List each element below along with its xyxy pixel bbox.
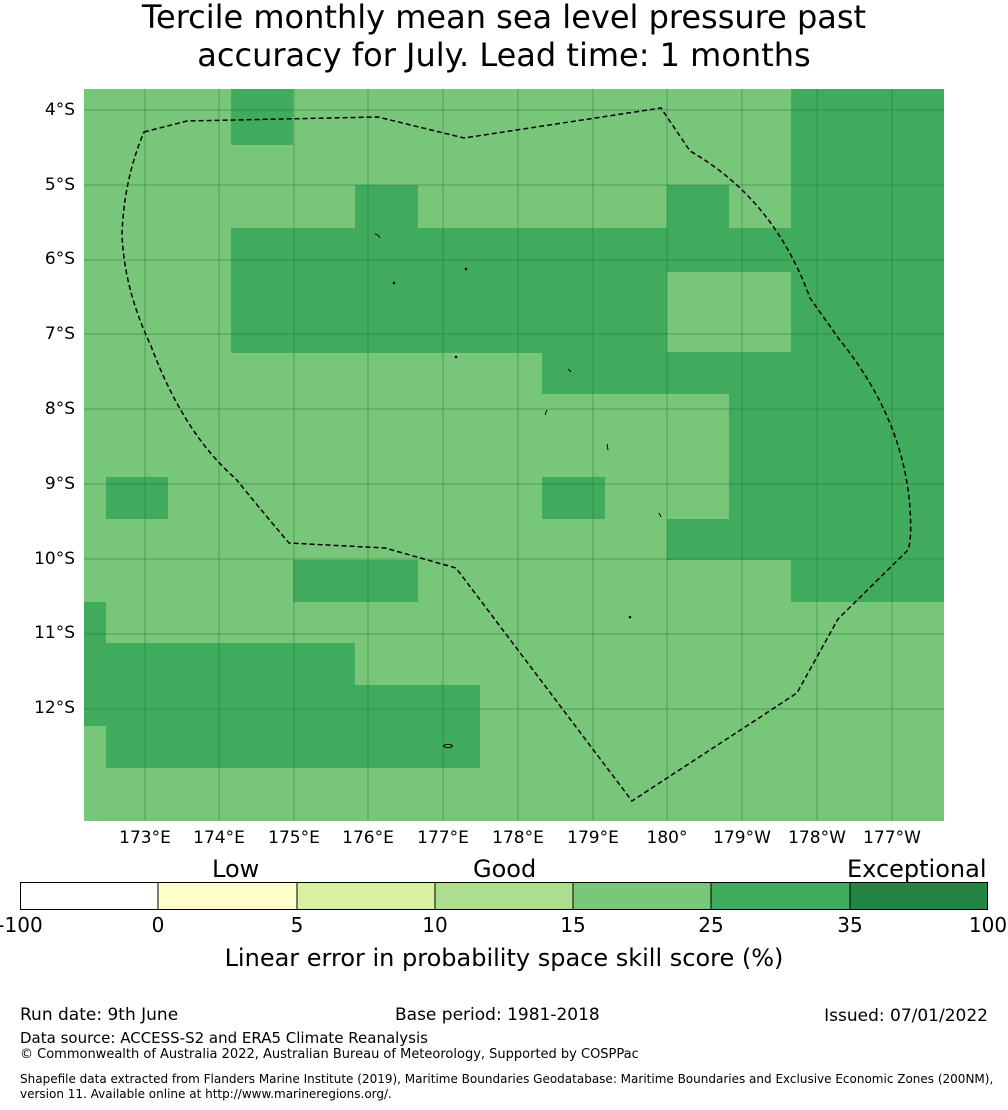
skill-cell (729, 352, 791, 519)
lon-label: 178°E (492, 828, 544, 848)
base-period: Base period: 1981-2018 (395, 1005, 600, 1025)
skill-cell (667, 519, 791, 560)
colorbar-segment (20, 882, 158, 910)
colorbar-tick: 10 (422, 913, 448, 937)
skill-cells (84, 89, 944, 768)
skill-cell (231, 228, 667, 353)
island (454, 355, 458, 359)
island (374, 233, 381, 239)
issued-date: Issued: 07/01/2022 (824, 1006, 988, 1026)
island (464, 267, 468, 271)
skill-cell (667, 185, 729, 229)
colorbar-segment (158, 882, 297, 910)
island (544, 409, 548, 416)
skill-cell (542, 477, 605, 519)
data-source: Data source: ACCESS-S2 and ERA5 Climate … (20, 1029, 428, 1047)
lon-label: 177°E (417, 828, 469, 848)
lon-label: 173°E (119, 828, 171, 848)
lon-label: 175°E (268, 828, 320, 848)
skill-cell (667, 228, 791, 272)
colorbar-segment (435, 882, 573, 910)
graticule (84, 89, 944, 821)
colorbar-segment (850, 882, 988, 910)
colorbar-tick: 5 (290, 913, 304, 937)
lon-label: 179°W (713, 828, 771, 848)
lat-label: 4°S (44, 100, 75, 120)
colorbar-tick: 100 (968, 913, 1008, 937)
copyright-notice: © Commonwealth of Australia 2022, Austra… (20, 1047, 639, 1062)
title-line-1: Tercile monthly mean sea level pressure … (141, 0, 867, 36)
category-label-low: Low (212, 855, 260, 883)
lat-label: 9°S (44, 474, 75, 494)
skill-cell (293, 560, 418, 602)
category-label-good: Good (473, 855, 537, 883)
lon-label: 179°E (567, 828, 619, 848)
colorbar-tick: 25 (698, 913, 724, 937)
colorbar-tick: 15 (560, 913, 586, 937)
colorbar-segment (711, 882, 850, 910)
lon-label: 174°E (193, 828, 245, 848)
lat-label: 6°S (44, 249, 75, 269)
skill-cell (231, 89, 293, 145)
skill-cell (84, 602, 106, 726)
island (443, 743, 453, 749)
skill-cell (106, 477, 168, 519)
island (658, 512, 662, 518)
skill-cell (355, 685, 480, 768)
map-title: Tercile monthly mean sea level pressure … (0, 0, 1008, 74)
lat-label: 8°S (44, 399, 75, 419)
skill-cell (355, 185, 418, 229)
skill-cell (791, 89, 944, 602)
colorbar-label: Linear error in probability space skill … (224, 944, 784, 972)
colorbar-dividers (157, 882, 851, 910)
lon-label: 178°W (788, 828, 846, 848)
skill-cell (106, 643, 355, 768)
eez-boundary (121, 107, 912, 803)
skill-cell (542, 352, 729, 394)
island (567, 368, 572, 373)
lat-label: 10°S (34, 549, 75, 569)
category-label-exceptional: Exceptional (847, 855, 987, 883)
lon-label: 180° (646, 828, 688, 848)
colorbar-outline (20, 882, 988, 910)
lat-label: 12°S (34, 698, 75, 718)
run-date: Run date: 9th June (20, 1005, 179, 1025)
colorbar (20, 882, 988, 910)
islands (374, 233, 662, 749)
lat-label: 11°S (34, 623, 75, 643)
colorbar-tick: 0 (151, 913, 165, 937)
colorbar-tick: -100 (0, 913, 43, 937)
title-line-2: accuracy for July. Lead time: 1 months (197, 36, 811, 74)
shapefile-credit-line-1: Shapefile data extracted from Flanders M… (20, 1072, 994, 1086)
map-canvas (84, 89, 944, 821)
skill-map (84, 89, 944, 821)
lon-label: 177°W (863, 828, 921, 848)
colorbar-segment (297, 882, 435, 910)
lat-label: 7°S (44, 324, 75, 344)
island (606, 443, 609, 451)
shapefile-credit-line-2: version 11. Available online at http://w… (20, 1087, 392, 1101)
lat-label: 5°S (44, 175, 75, 195)
island (628, 615, 632, 619)
lon-label: 176°E (342, 828, 394, 848)
colorbar-tick: 35 (837, 913, 863, 937)
colorbar-segment (573, 882, 711, 910)
island (392, 281, 396, 285)
